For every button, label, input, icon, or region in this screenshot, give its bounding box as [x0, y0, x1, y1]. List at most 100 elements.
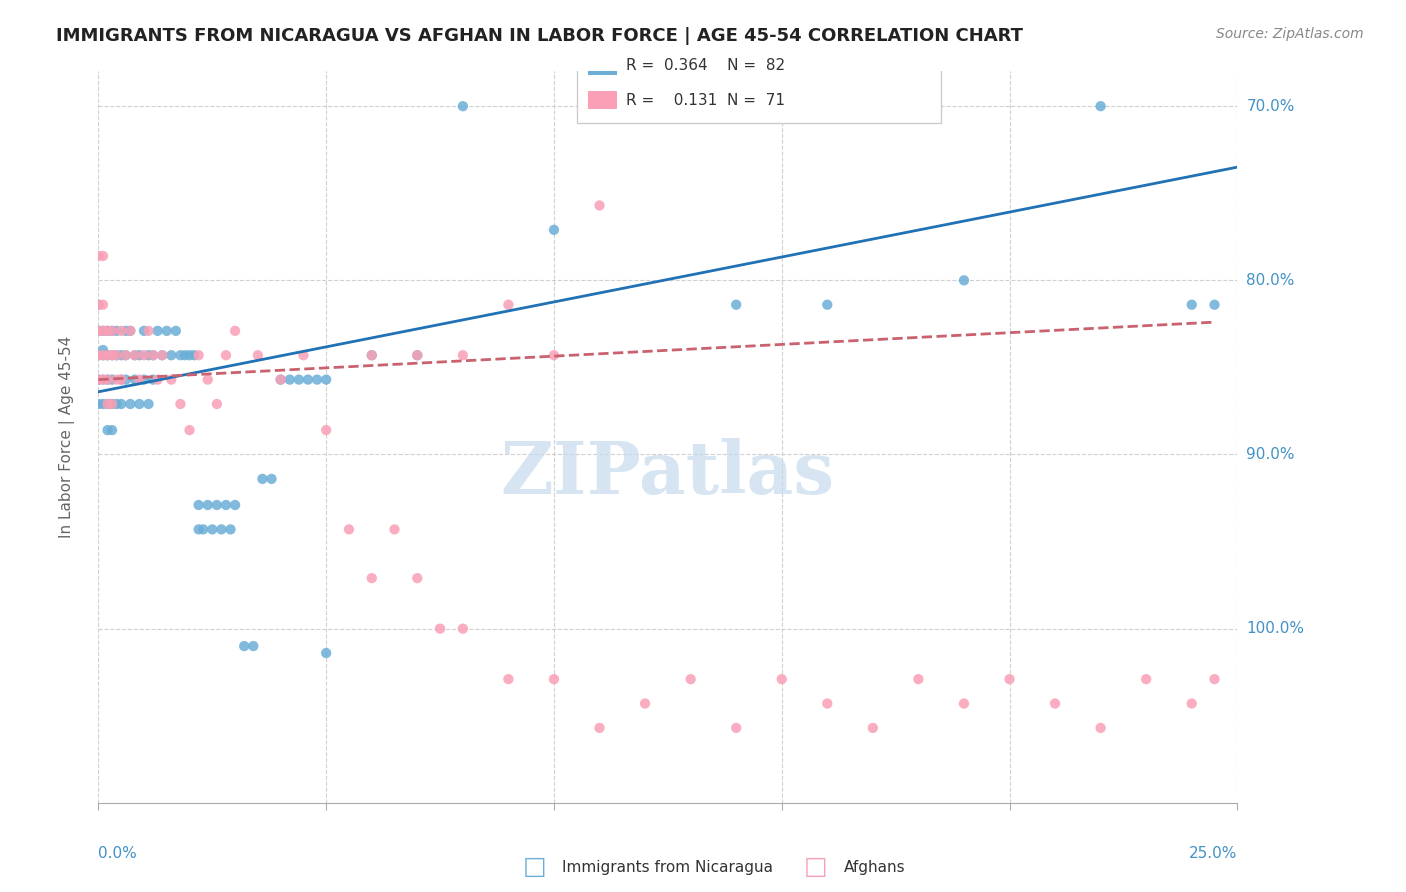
Immigrants from Nicaragua	[101, 373, 124, 387]
Afghans	[146, 373, 169, 387]
Immigrants from Nicaragua	[451, 99, 474, 113]
Text: 80.0%: 80.0%	[1246, 273, 1295, 288]
Afghans	[634, 697, 657, 711]
Afghans	[429, 622, 451, 636]
Afghans	[187, 348, 209, 362]
Afghans	[862, 721, 884, 735]
Afghans	[292, 348, 315, 362]
Immigrants from Nicaragua	[101, 423, 124, 437]
Afghans	[270, 373, 292, 387]
Afghans	[679, 672, 702, 686]
Immigrants from Nicaragua	[315, 646, 337, 660]
Immigrants from Nicaragua	[1181, 298, 1204, 312]
Immigrants from Nicaragua	[174, 348, 197, 362]
Text: 100.0%: 100.0%	[1246, 621, 1305, 636]
Immigrants from Nicaragua	[87, 373, 110, 387]
Text: Afghans: Afghans	[844, 860, 905, 874]
Immigrants from Nicaragua	[156, 324, 179, 338]
Immigrants from Nicaragua	[105, 324, 128, 338]
Y-axis label: In Labor Force | Age 45-54: In Labor Force | Age 45-54	[59, 336, 75, 538]
Afghans	[96, 348, 118, 362]
Immigrants from Nicaragua	[138, 348, 160, 362]
Immigrants from Nicaragua	[315, 373, 337, 387]
Immigrants from Nicaragua	[132, 324, 155, 338]
Afghans	[205, 397, 228, 411]
Afghans	[87, 249, 110, 263]
Immigrants from Nicaragua	[297, 373, 319, 387]
Immigrants from Nicaragua	[224, 498, 246, 512]
Text: R =  0.364    N =  82: R = 0.364 N = 82	[626, 58, 785, 73]
Afghans	[907, 672, 929, 686]
Immigrants from Nicaragua	[205, 498, 228, 512]
Immigrants from Nicaragua	[1204, 298, 1226, 312]
Afghans	[725, 721, 748, 735]
Immigrants from Nicaragua	[183, 348, 205, 362]
Immigrants from Nicaragua	[120, 397, 142, 411]
Immigrants from Nicaragua	[252, 472, 274, 486]
Afghans	[124, 348, 146, 362]
Immigrants from Nicaragua	[278, 373, 301, 387]
Afghans	[998, 672, 1021, 686]
Immigrants from Nicaragua	[91, 397, 114, 411]
Immigrants from Nicaragua	[193, 522, 215, 536]
Immigrants from Nicaragua	[215, 498, 238, 512]
Afghans	[543, 672, 565, 686]
Text: Source: ZipAtlas.com: Source: ZipAtlas.com	[1216, 27, 1364, 41]
Afghans	[110, 324, 132, 338]
Afghans	[110, 373, 132, 387]
Afghans	[360, 571, 382, 585]
Afghans	[498, 298, 520, 312]
Immigrants from Nicaragua	[146, 324, 169, 338]
Immigrants from Nicaragua	[725, 298, 748, 312]
Afghans	[169, 397, 191, 411]
Text: □: □	[523, 855, 546, 879]
Immigrants from Nicaragua	[1090, 99, 1112, 113]
Text: 70.0%: 70.0%	[1246, 99, 1295, 113]
Immigrants from Nicaragua	[209, 522, 232, 536]
Afghans	[337, 522, 360, 536]
Text: 90.0%: 90.0%	[1246, 447, 1295, 462]
Immigrants from Nicaragua	[110, 348, 132, 362]
Afghans	[1090, 721, 1112, 735]
Immigrants from Nicaragua	[105, 397, 128, 411]
Immigrants from Nicaragua	[91, 343, 114, 357]
Afghans	[87, 373, 110, 387]
Immigrants from Nicaragua	[87, 324, 110, 338]
Afghans	[91, 249, 114, 263]
Immigrants from Nicaragua	[114, 324, 136, 338]
Afghans	[953, 697, 976, 711]
Afghans	[315, 423, 337, 437]
Afghans	[1204, 672, 1226, 686]
Immigrants from Nicaragua	[187, 522, 209, 536]
Afghans	[101, 324, 124, 338]
Immigrants from Nicaragua	[114, 373, 136, 387]
Immigrants from Nicaragua	[128, 348, 150, 362]
Afghans	[91, 324, 114, 338]
Immigrants from Nicaragua	[634, 99, 657, 113]
Immigrants from Nicaragua	[242, 639, 264, 653]
Immigrants from Nicaragua	[124, 348, 146, 362]
Afghans	[815, 697, 838, 711]
Afghans	[451, 348, 474, 362]
Afghans	[498, 672, 520, 686]
Afghans	[87, 324, 110, 338]
Afghans	[160, 373, 183, 387]
Afghans	[101, 348, 124, 362]
Afghans	[770, 672, 793, 686]
FancyBboxPatch shape	[588, 57, 617, 75]
Afghans	[96, 324, 118, 338]
FancyBboxPatch shape	[576, 49, 941, 122]
Afghans	[87, 348, 110, 362]
Immigrants from Nicaragua	[260, 472, 283, 486]
Immigrants from Nicaragua	[201, 522, 224, 536]
Text: R =    0.131  N =  71: R = 0.131 N = 71	[626, 93, 785, 108]
Afghans	[197, 373, 219, 387]
Immigrants from Nicaragua	[142, 373, 165, 387]
Immigrants from Nicaragua	[219, 522, 242, 536]
Afghans	[96, 373, 118, 387]
Afghans	[1043, 697, 1066, 711]
Immigrants from Nicaragua	[105, 348, 128, 362]
Immigrants from Nicaragua	[96, 348, 118, 362]
Immigrants from Nicaragua	[101, 348, 124, 362]
Immigrants from Nicaragua	[91, 373, 114, 387]
